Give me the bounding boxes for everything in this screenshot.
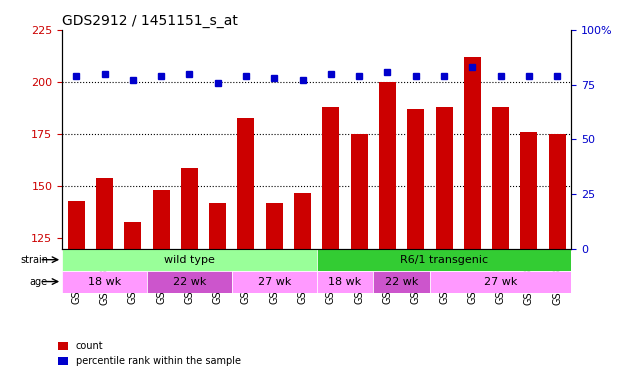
Text: R6/1 transgenic: R6/1 transgenic <box>400 255 488 265</box>
FancyBboxPatch shape <box>62 249 317 271</box>
Bar <box>407 109 424 375</box>
Bar <box>237 117 255 375</box>
Bar <box>153 190 170 375</box>
Bar <box>96 178 113 375</box>
Bar <box>181 168 198 375</box>
Text: age: age <box>30 277 48 286</box>
Text: strain: strain <box>20 255 48 265</box>
FancyBboxPatch shape <box>373 271 430 292</box>
Bar <box>520 132 537 375</box>
FancyBboxPatch shape <box>317 271 373 292</box>
FancyBboxPatch shape <box>430 271 571 292</box>
Bar <box>464 57 481 375</box>
Text: 18 wk: 18 wk <box>88 277 121 286</box>
Text: 22 wk: 22 wk <box>173 277 206 286</box>
Text: 27 wk: 27 wk <box>258 277 291 286</box>
Text: 22 wk: 22 wk <box>385 277 419 286</box>
Bar <box>294 192 311 375</box>
Text: GDS2912 / 1451151_s_at: GDS2912 / 1451151_s_at <box>62 13 238 28</box>
Bar <box>68 201 84 375</box>
Bar <box>62 30 571 249</box>
Text: 18 wk: 18 wk <box>329 277 361 286</box>
Text: 27 wk: 27 wk <box>484 277 517 286</box>
Bar <box>209 203 226 375</box>
Bar <box>266 203 283 375</box>
FancyBboxPatch shape <box>232 271 317 292</box>
FancyBboxPatch shape <box>317 249 571 271</box>
Text: wild type: wild type <box>164 255 215 265</box>
Bar <box>322 107 339 375</box>
Bar <box>124 222 142 375</box>
Bar <box>435 107 453 375</box>
FancyBboxPatch shape <box>62 271 147 292</box>
Bar <box>492 107 509 375</box>
FancyBboxPatch shape <box>147 271 232 292</box>
Bar <box>351 134 368 375</box>
Legend: count, percentile rank within the sample: count, percentile rank within the sample <box>55 338 245 370</box>
Bar <box>549 134 566 375</box>
Bar <box>379 82 396 375</box>
